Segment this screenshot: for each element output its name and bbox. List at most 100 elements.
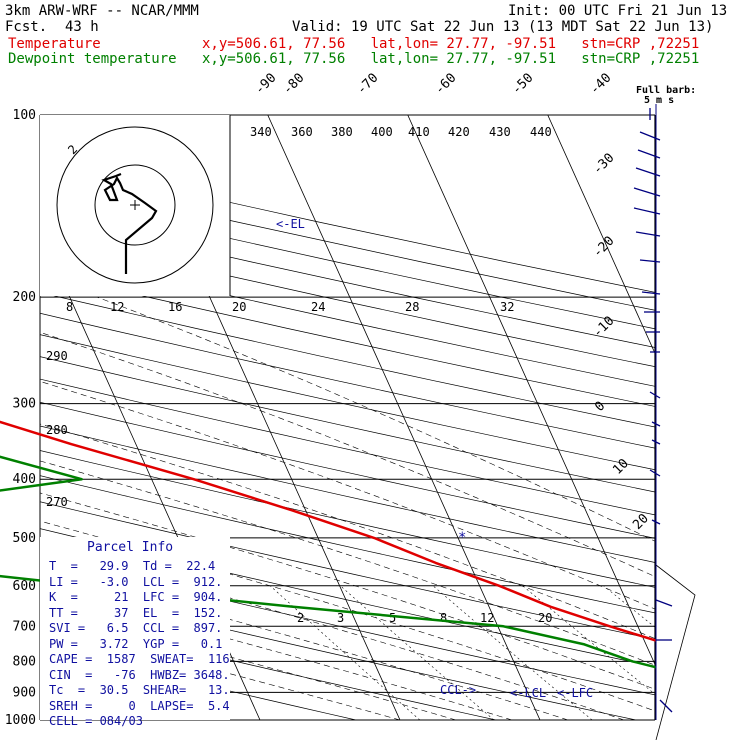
mixing-ratio-label: 20 xyxy=(538,611,552,625)
wind-barb xyxy=(633,207,661,215)
parcel-info-row: CIN = -76 HWBZ= 3648. xyxy=(49,667,230,682)
dry-adiabat xyxy=(40,501,655,640)
hodograph-speed-label: 28 xyxy=(405,300,419,314)
parcel-info-row: CAPE = 1587 SWEAT= 116 xyxy=(49,652,230,666)
theta-e-label: 440 xyxy=(530,125,552,139)
isotherm-tick-label: -70 xyxy=(354,71,381,98)
wind-panel-background xyxy=(656,450,740,740)
isotherm-tick-label: -20 xyxy=(590,234,617,261)
wind-barb xyxy=(651,519,661,525)
theta-label: 270 xyxy=(46,495,68,509)
ccl-marker: CCL-> xyxy=(440,683,476,697)
wind-barb xyxy=(655,599,673,607)
hodograph-speed-label: 24 xyxy=(311,300,325,314)
hodograph-speed-label: 12 xyxy=(110,300,124,314)
parcel-info-row: LI = -3.0 LCL = 912. xyxy=(49,574,223,589)
temperature-legend: Temperature xyxy=(8,36,101,52)
dry-adiabat xyxy=(40,475,655,614)
wind-barb xyxy=(649,469,661,477)
lfc-marker: <-LFC xyxy=(557,686,593,700)
dry-adiabat xyxy=(40,251,655,387)
wind-barb xyxy=(651,439,661,445)
isotherm-line xyxy=(267,115,541,720)
model-title: 3km ARW-WRF -- NCAR/MMM xyxy=(5,3,199,19)
wind-barb xyxy=(639,259,661,263)
isotherm-tick-label: -40 xyxy=(587,71,614,98)
wind-barb xyxy=(649,391,661,399)
mixing-ratio-line xyxy=(340,585,495,720)
isotherm-line xyxy=(407,115,655,666)
mixing-ratio-label: 8 xyxy=(440,611,447,625)
pressure-tick-label: 100 xyxy=(13,108,36,123)
theta-e-label: 420 xyxy=(448,125,470,139)
theta-e-label: 410 xyxy=(408,125,430,139)
hodograph-speed-label: 20 xyxy=(232,300,246,314)
hodograph-speed-label: 16 xyxy=(168,300,182,314)
wind-panel-unit: 5 m s xyxy=(644,95,674,106)
dry-adiabat xyxy=(40,584,636,720)
isotherm-tick-label: 20 xyxy=(630,511,652,533)
mixing-ratio-label: 5 xyxy=(389,611,396,625)
theta-e-label: 340 xyxy=(250,125,272,139)
isotherm-tick-label: -30 xyxy=(590,151,617,178)
parcel-info-title: Parcel Info xyxy=(87,540,174,555)
isotherm-tick-label: 0 xyxy=(592,399,608,415)
hodograph: 2 xyxy=(40,115,231,296)
pressure-tick-label: 400 xyxy=(13,472,36,487)
theta-e-label: 430 xyxy=(489,125,511,139)
wind-barb xyxy=(639,131,661,141)
dry-adiabat xyxy=(40,292,655,428)
cell-motion-marker: * xyxy=(458,530,466,546)
pressure-tick-label: 500 xyxy=(13,531,36,546)
parcel-info-row: K = 21 LFC = 904. xyxy=(49,590,223,604)
dry-adiabat xyxy=(40,312,655,449)
wind-barb xyxy=(635,231,661,237)
wind-barb xyxy=(659,699,673,713)
dry-adiabat xyxy=(40,450,655,588)
temperature-profile xyxy=(0,420,740,665)
dewpoint-legend: Dewpoint temperature xyxy=(8,51,177,67)
forecast-label: Fcst. xyxy=(5,19,48,35)
isotherm-tick-label: -80 xyxy=(280,71,307,98)
wind-barb xyxy=(651,421,661,427)
valid-time: Valid: 19 UTC Sat 22 Jun 13 (13 MDT Sat … xyxy=(292,19,714,35)
hodograph-speed-label: 32 xyxy=(500,300,514,314)
dry-adiabat xyxy=(40,334,655,471)
pressure-tick-label: 900 xyxy=(13,685,36,700)
hodograph-trace xyxy=(101,172,158,274)
wind-barb xyxy=(635,167,661,177)
parcel-info-panel: Parcel Info T = 29.9 Td = 22.4 LI = -3.0 … xyxy=(40,537,230,728)
mixing-ratio-label: 12 xyxy=(480,611,494,625)
wind-panel-title: Full barb: xyxy=(636,85,696,96)
isotherm-tick-label: -90 xyxy=(252,71,279,98)
parcel-info-row: SVI = 6.5 CCL = 897. xyxy=(49,621,223,635)
wind-barb xyxy=(633,187,661,197)
mixing-ratio-label: 2 xyxy=(297,611,304,625)
el-marker: <-EL xyxy=(276,217,305,231)
temperature-location: x,y=506.61, 77.56 lat,lon= 27.77, -97.51… xyxy=(202,36,700,52)
theta-label: 290 xyxy=(46,349,68,363)
pressure-tick-label: 1000 xyxy=(5,713,36,728)
pressure-tick-label: 300 xyxy=(13,397,36,412)
parcel-info-row: SREH = 0 LAPSE= 5.4 xyxy=(49,698,230,713)
parcel-info-row: CELL = 084/03 xyxy=(49,714,143,728)
hodograph-outer-ring xyxy=(56,126,214,284)
dry-adiabat xyxy=(40,271,655,407)
wind-barb xyxy=(641,291,661,295)
wind-barb xyxy=(637,149,661,159)
parcel-info-row: TT = 37 EL = 152. xyxy=(49,605,223,620)
hodograph-speed-label: 8 xyxy=(66,300,73,314)
lcl-marker: <-LCL xyxy=(510,686,546,700)
pressure-tick-label: 600 xyxy=(13,579,36,594)
level-annotations: <-EL <-LCL <-LFC CCL-> * xyxy=(276,217,593,700)
theta-e-label: 360 xyxy=(291,125,313,139)
dry-adiabat xyxy=(40,614,496,720)
theta-label: 280 xyxy=(46,423,68,437)
isotherm-tick-label: -50 xyxy=(509,71,536,98)
mixing-ratio-label: 3 xyxy=(337,611,344,625)
moist-adiabat xyxy=(96,296,655,542)
pressure-tick-label: 700 xyxy=(13,619,36,634)
wind-panel-edge xyxy=(655,564,696,740)
init-time: Init: 00 UTC Fri 21 Jun 13 xyxy=(508,3,728,19)
isotherm-tick-label: -60 xyxy=(432,71,459,98)
